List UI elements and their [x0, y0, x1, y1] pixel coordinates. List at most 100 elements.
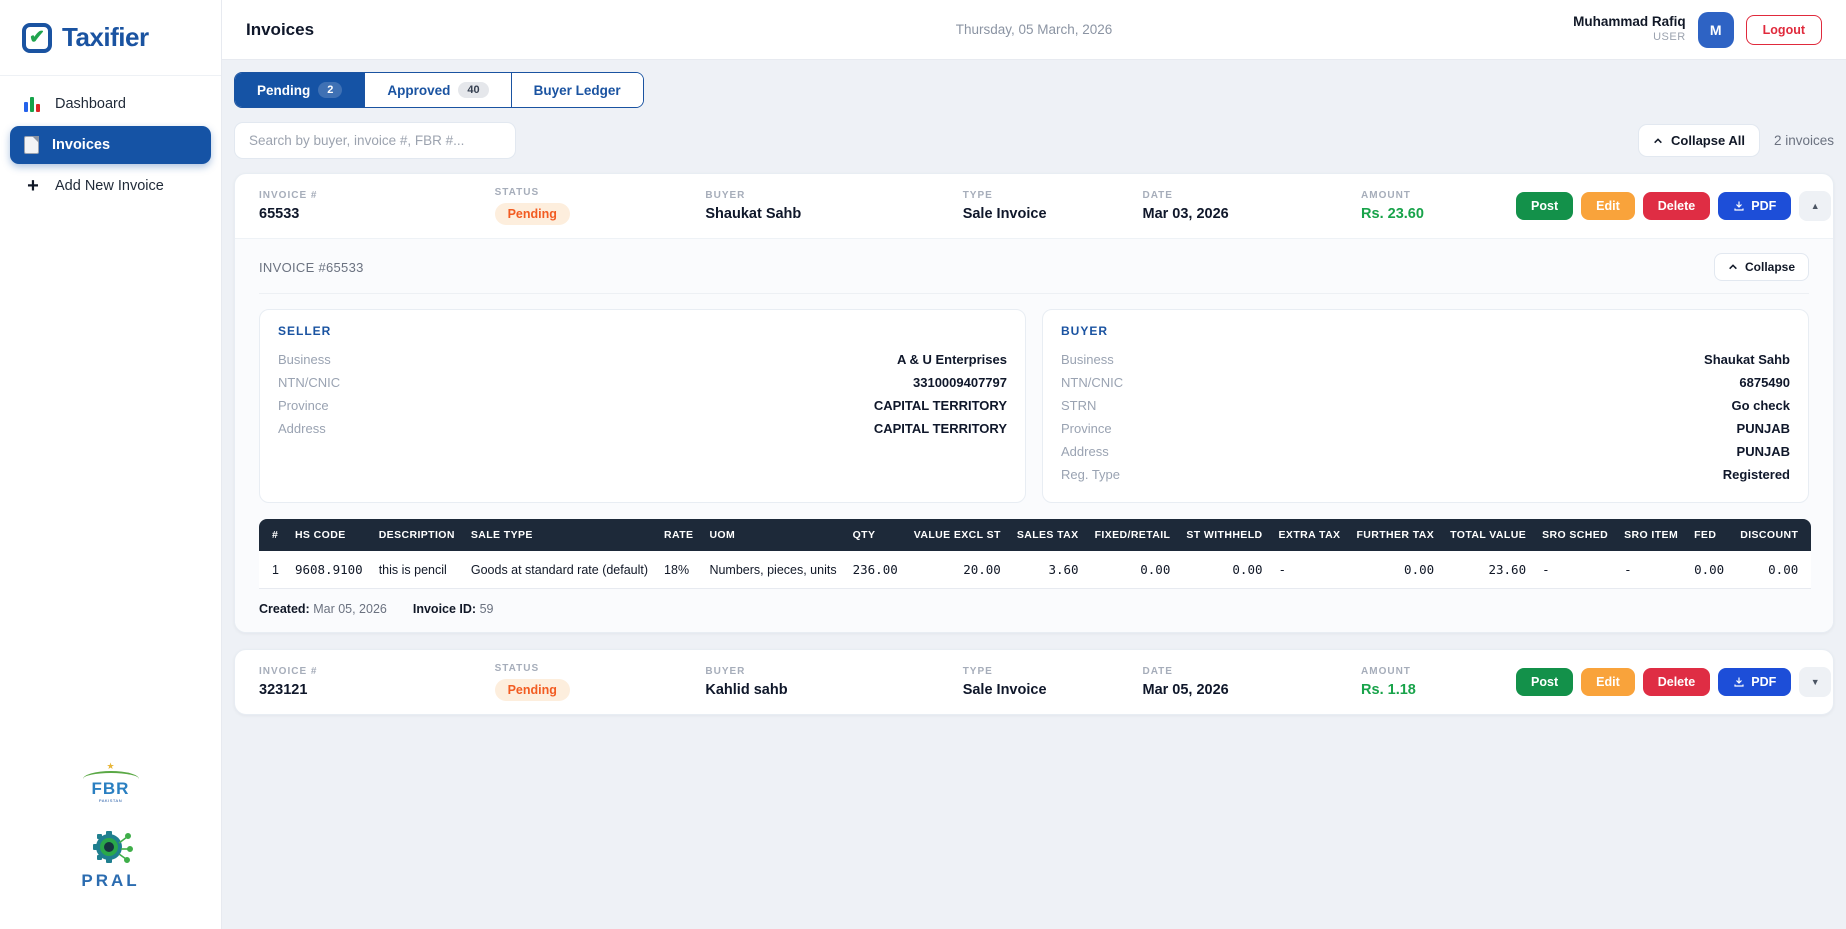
invoice-file-icon: [24, 136, 39, 154]
detail-title: INVOICE #65533: [259, 259, 364, 275]
invoice-amount: Rs. 1.18: [1361, 682, 1416, 698]
pdf-button[interactable]: PDF: [1718, 192, 1792, 220]
table-header-row: # HS CODE DESCRIPTION SALE TYPE RATE UOM…: [259, 519, 1812, 551]
fbr-star-icon: ★: [106, 761, 115, 771]
amount-label: AMOUNT: [1361, 666, 1411, 677]
chevron-up-icon: [1729, 264, 1737, 270]
sidebar: ✔ Taxifier Dashboard Invoices + Add New …: [0, 0, 222, 929]
delete-button[interactable]: Delete: [1642, 192, 1711, 220]
avatar[interactable]: M: [1697, 11, 1734, 48]
buyer-row: Reg. Type Registered: [1061, 467, 1790, 482]
download-icon: [1734, 677, 1744, 687]
collapse-all-button[interactable]: Collapse All: [1638, 124, 1760, 157]
pdf-button[interactable]: PDF: [1718, 668, 1792, 696]
buyer-label: BUYER: [705, 190, 746, 201]
sidebar-item-invoices[interactable]: Invoices: [10, 126, 211, 164]
sidebar-item-label: Invoices: [52, 137, 111, 153]
fbr-logo: ★ FBR PAKISTAN: [82, 761, 139, 803]
user-role: USER: [1653, 31, 1686, 44]
search-input[interactable]: [234, 122, 516, 159]
invoice-detail: INVOICE #65533 Collapse SELLER Business A…: [235, 238, 1833, 632]
invoice-date: Mar 03, 2026: [1142, 206, 1229, 222]
buyer-row: STRN Go check: [1061, 398, 1790, 413]
seller-row: Address CAPITAL TERRITORY: [278, 421, 1007, 436]
main-column: Invoices Thursday, 05 March, 2026 Muhamm…: [222, 0, 1846, 929]
invoice-amount: Rs. 23.60: [1361, 206, 1424, 222]
brand-name: Taxifier: [62, 22, 149, 52]
invoice-id: 59: [479, 602, 494, 616]
post-button[interactable]: Post: [1516, 192, 1574, 220]
sidebar-item-add-new-invoice[interactable]: + Add New Invoice: [10, 168, 211, 204]
sidebar-item-dashboard[interactable]: Dashboard: [10, 86, 211, 122]
buyer-name: Kahlid sahb: [705, 682, 788, 698]
page-title: Invoices: [246, 19, 315, 39]
collapse-card-toggle[interactable]: ▲: [1799, 191, 1832, 221]
seller-row: NTN/CNIC 3310009407797: [278, 375, 1007, 390]
pral-logo: PRAL: [81, 825, 139, 891]
invoice-card-65533: INVOICE # 65533 STATUS Pending BUYER Sha…: [234, 173, 1834, 633]
tab-approved[interactable]: Approved 40: [365, 73, 512, 107]
tab-pending[interactable]: Pending 2: [235, 73, 366, 107]
type-label: TYPE: [962, 190, 993, 201]
toolbar-row: Collapse All 2 invoices: [234, 122, 1834, 159]
invoice-tabs: Pending 2 Approved 40 Buyer Ledger: [234, 72, 644, 108]
approved-count-badge: 40: [458, 82, 489, 98]
tab-buyer-ledger[interactable]: Buyer Ledger: [511, 73, 643, 107]
sidebar-nav: Dashboard Invoices + Add New Invoice: [0, 76, 221, 218]
seller-row: Business A & U Enterprises: [278, 352, 1007, 367]
content-area: Pending 2 Approved 40 Buyer Ledger Coll: [222, 60, 1846, 929]
topbar: Invoices Thursday, 05 March, 2026 Muhamm…: [222, 0, 1846, 60]
buyer-heading: BUYER: [1061, 324, 1109, 338]
plus-icon: +: [27, 175, 39, 197]
table-row: 1 9608.9100 this is pencil Goods at stan…: [259, 551, 1812, 589]
partner-logos: ★ FBR PAKISTAN: [0, 762, 221, 929]
status-badge: Pending: [494, 203, 570, 225]
pral-gear-icon: [92, 831, 133, 863]
status-label: STATUS: [494, 663, 540, 674]
collapse-detail-button[interactable]: Collapse: [1713, 253, 1809, 281]
seller-panel: SELLER Business A & U Enterprises NTN/CNI…: [259, 309, 1026, 503]
edit-button[interactable]: Edit: [1581, 192, 1635, 220]
invoice-meta-line: Created: Mar 05, 2026 Invoice ID: 59: [259, 602, 494, 616]
chevron-up-icon: [1654, 137, 1662, 143]
buyer-row: Address PUNJAB: [1061, 444, 1790, 459]
buyer-name: Shaukat Sahb: [705, 206, 802, 222]
expand-card-toggle[interactable]: ▼: [1799, 667, 1832, 697]
buyer-label: BUYER: [705, 666, 746, 677]
edit-button[interactable]: Edit: [1581, 668, 1635, 696]
logout-button[interactable]: Logout: [1745, 14, 1822, 45]
buyer-panel: BUYER Business Shaukat Sahb NTN/CNIC 68754…: [1042, 309, 1809, 503]
invoice-number-label: INVOICE #: [259, 190, 318, 201]
created-date: Mar 05, 2026: [313, 602, 387, 616]
seller-heading: SELLER: [278, 324, 332, 338]
buyer-row: Province PUNJAB: [1061, 421, 1790, 436]
sidebar-item-label: Add New Invoice: [55, 178, 164, 194]
invoice-date: Mar 05, 2026: [1142, 682, 1229, 698]
download-icon: [1734, 201, 1744, 211]
buyer-row: NTN/CNIC 6875490: [1061, 375, 1790, 390]
type-label: TYPE: [962, 666, 993, 677]
delete-button[interactable]: Delete: [1642, 668, 1711, 696]
date-label: DATE: [1142, 190, 1173, 201]
date-label: DATE: [1142, 666, 1173, 677]
invoice-count: 2 invoices: [1773, 133, 1834, 148]
amount-label: AMOUNT: [1361, 190, 1411, 201]
brand-logo: ✔ Taxifier: [0, 0, 221, 76]
pending-count-badge: 2: [318, 82, 343, 98]
user-name: Muhammad Rafiq: [1573, 14, 1686, 30]
post-button[interactable]: Post: [1516, 668, 1574, 696]
invoice-summary-row: INVOICE # 65533 STATUS Pending BUYER Sha…: [235, 174, 1833, 238]
status-label: STATUS: [494, 187, 540, 198]
invoice-card-323121: INVOICE # 323121 STATUS Pending BUYER Ka…: [234, 649, 1834, 715]
invoice-summary-row: INVOICE # 323121 STATUS Pending BUYER Ka…: [235, 650, 1833, 714]
invoice-number-label: INVOICE #: [259, 666, 318, 677]
invoice-number: 323121: [259, 682, 308, 698]
status-badge: Pending: [494, 679, 570, 701]
line-items-table: # HS CODE DESCRIPTION SALE TYPE RATE UOM…: [259, 519, 1812, 589]
checkbox-logo-icon: ✔: [22, 22, 52, 53]
invoice-type: Sale Invoice: [962, 206, 1047, 222]
user-meta: Muhammad Rafiq USER: [1573, 14, 1686, 45]
buyer-row: Business Shaukat Sahb: [1061, 352, 1790, 367]
invoice-number: 65533: [259, 206, 300, 222]
